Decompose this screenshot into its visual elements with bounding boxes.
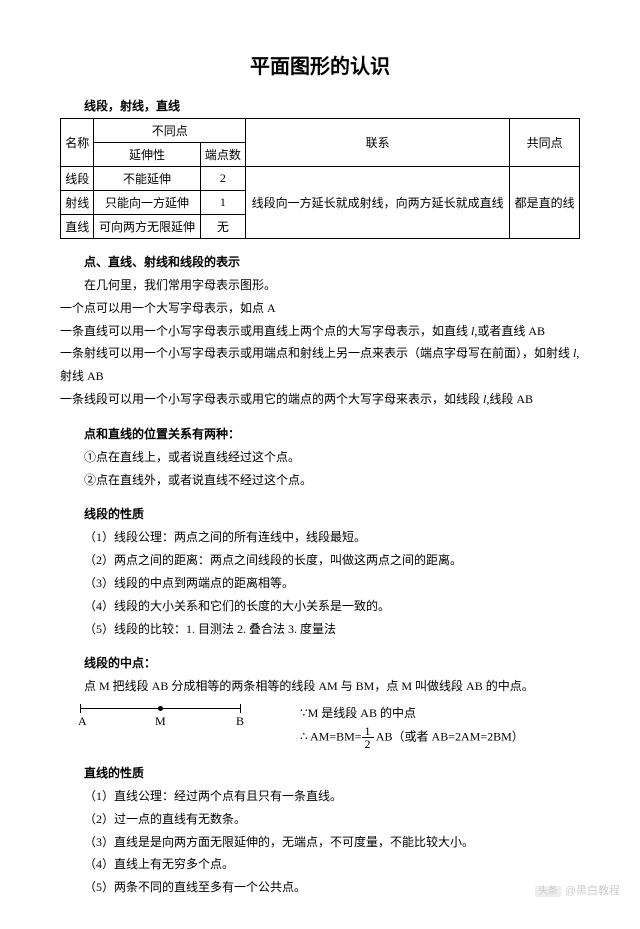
table-row: 不能延伸 [94,167,200,191]
table-row: 直线 [61,215,94,239]
body-text: 点 M 把线段 AB 分成相等的两条相等的线段 AM 与 BM，点 M 叫做线段… [60,675,580,698]
th-rel: 联系 [246,119,510,167]
body-text: 一条直线可以用一个小写字母表示或用直线上两个点的大写字母表示，如直线 l,或者直… [60,320,580,343]
body-text: （1）线段公理：两点之间的所有连线中，线段最短。 [60,526,580,549]
body-text: （4）线段的大小关系和它们的长度的大小关系是一致的。 [60,595,580,618]
body-text: ①点在直线上，或者说直线经过这个点。 [60,446,580,469]
section-f-head: 直线的性质 [60,764,580,781]
section-d-head: 线段的性质 [60,505,580,522]
table-row: 线段 [61,167,94,191]
body-text: （1）直线公理：经过两个点有且只有一条直线。 [60,785,580,808]
section-b-head: 点、直线、射线和线段的表示 [60,253,580,270]
body-text: （3）直线是是向两方面无限延伸的，无端点，不可度量，不能比较大小。 [60,831,580,854]
comparison-table: 名称 不同点 联系 共同点 延伸性 端点数 线段 不能延伸 2 线段向一方延长就… [60,118,580,239]
th-name: 名称 [61,119,94,167]
body-text: （3）线段的中点到两端点的距离相等。 [60,572,580,595]
body-text: （5）线段的比较：1. 目测法 2. 叠合法 3. 度量法 [60,618,580,641]
formula-since: ∵M 是线段 AB 的中点 [300,702,524,725]
point-b-label: B [236,714,244,729]
watermark-icon: 头条 [535,886,561,897]
th-ext: 延伸性 [94,143,200,167]
table-row: 可向两方无限延伸 [94,215,200,239]
body-text: 一个点可以用一个大写字母表示，如点 A [60,297,580,320]
segment-figure: A M B [80,702,280,730]
th-diff: 不同点 [94,119,246,143]
table-row: 射线 [61,191,94,215]
body-text: 一条线段可以用一个小写字母表示或用它的端点的两个大写字母来表示，如线段 l,线段… [60,388,580,411]
table-row: 无 [200,215,246,239]
body-text: 一条射线可以用一个小写字母表示或用端点和射线上另一点来表示（端点字母写在前面），… [60,342,580,388]
body-text: （2）过一点的直线有无数条。 [60,808,580,831]
com-cell: 都是直的线 [510,167,580,239]
section-c-head: 点和直线的位置关系有两种： [60,425,580,442]
point-m-label: M [155,714,166,729]
page-title: 平面图形的认识 [60,50,580,79]
body-text: （5）两条不同的直线至多有一个公共点。 [60,876,580,899]
section-a-head: 线段，射线，直线 [60,97,580,114]
th-com: 共同点 [510,119,580,167]
th-ep: 端点数 [200,143,246,167]
midpoint-diagram: A M B ∵M 是线段 AB 的中点 ∴ AM=BM=12 AB（或者 AB=… [80,702,580,750]
formula-block: ∵M 是线段 AB 的中点 ∴ AM=BM=12 AB（或者 AB=2AM=2B… [280,702,524,750]
body-text: （2）两点之间的距离：两点之间线段的长度，叫做这两点之间的距离。 [60,549,580,572]
body-text: ②点在直线外，或者说直线不经过这个点。 [60,469,580,492]
formula-therefore: ∴ AM=BM=12 AB（或者 AB=2AM=2BM） [300,725,524,750]
watermark: 头条 @黑白教程 [535,882,620,898]
section-e-head: 线段的中点： [60,654,580,671]
watermark-text: @黑白教程 [565,885,620,897]
point-a-label: A [78,714,87,729]
table-row: 只能向一方延伸 [94,191,200,215]
table-row: 2 [200,167,246,191]
body-text: 在几何里，我们常用字母表示图形。 [60,274,580,297]
rel-cell: 线段向一方延长就成射线，向两方延长就成直线 [246,167,510,239]
table-row: 1 [200,191,246,215]
body-text: （4）直线上有无穷多个点。 [60,853,580,876]
